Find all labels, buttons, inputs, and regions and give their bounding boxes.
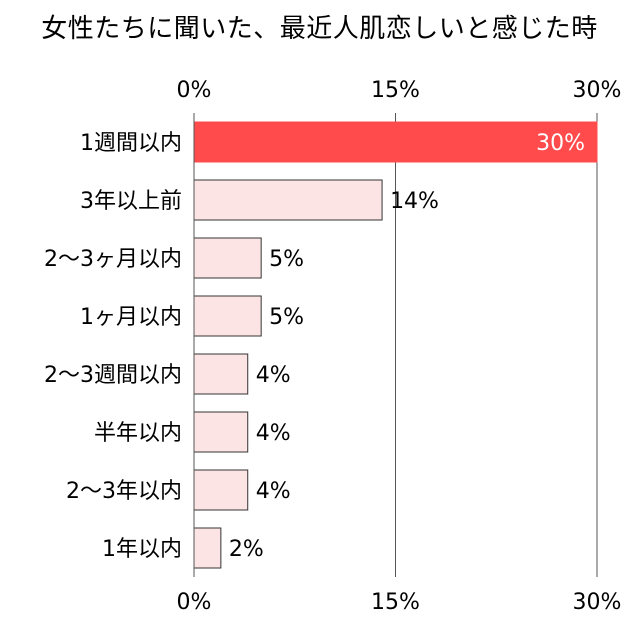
x-tick-label-top-2: 15% (371, 78, 420, 103)
bar-6 (193, 411, 249, 453)
value-label-8: 2% (229, 537, 264, 562)
category-label-6: 半年以内 (94, 421, 182, 446)
value-label-3: 5% (269, 247, 304, 272)
category-label-1: 1週間以内 (80, 131, 182, 156)
bar-7 (193, 469, 249, 511)
x-tick-label-bottom-1: 0% (177, 590, 212, 615)
x-tick-label-bottom-2: 15% (371, 590, 420, 615)
bar-4 (193, 295, 262, 337)
value-label-7: 4% (256, 479, 291, 504)
bar-5 (193, 353, 249, 395)
value-label-5: 4% (256, 363, 291, 388)
chart-title: 女性たちに聞いた、最近人肌恋しいと感じた時 (41, 14, 598, 44)
category-label-7: 2～3年以内 (66, 479, 182, 504)
category-label-5: 2～3週間以内 (44, 363, 182, 388)
value-label-2: 14% (390, 189, 439, 214)
value-label-1: 30% (536, 131, 585, 156)
x-tick-label-top-3: 30% (573, 78, 622, 103)
bar-3 (193, 237, 262, 279)
bar-8 (193, 527, 222, 569)
bar-2 (193, 179, 383, 221)
category-label-3: 2～3ヶ月以内 (44, 247, 182, 272)
category-label-4: 1ヶ月以内 (80, 305, 182, 330)
value-label-6: 4% (256, 421, 291, 446)
bar-1 (193, 121, 598, 163)
category-label-2: 3年以上前 (80, 189, 182, 214)
x-tick-label-top-1: 0% (177, 78, 212, 103)
category-label-8: 1年以内 (102, 537, 182, 562)
x-tick-label-bottom-3: 30% (573, 590, 622, 615)
value-label-4: 5% (269, 305, 304, 330)
